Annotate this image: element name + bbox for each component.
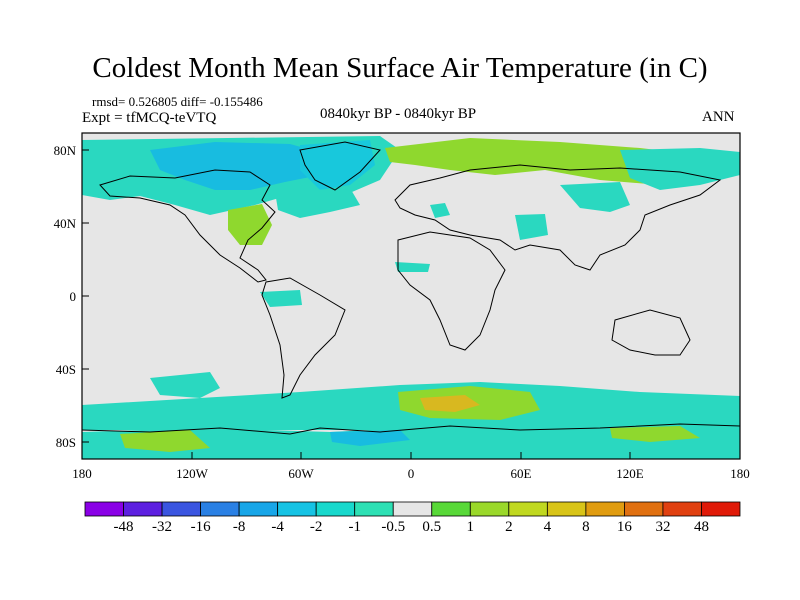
- colorbar-label: -4: [271, 519, 284, 535]
- colorbar-swatch: [161, 501, 201, 517]
- colorbar-label: 32: [655, 519, 671, 535]
- colorbar-label: 16: [616, 519, 632, 535]
- colorbar-swatch: [662, 501, 702, 517]
- lon-tick-label: 120W: [176, 466, 208, 481]
- colorbar-label: 0.5: [422, 519, 442, 535]
- colorbar-swatch: [508, 501, 548, 517]
- colorbar-swatch: [431, 501, 471, 517]
- tropical-atlantic-cyan-field: [395, 262, 430, 272]
- colorbar-swatch: [200, 501, 240, 517]
- lon-tick-label: 180: [72, 466, 92, 481]
- tropical-atlantic2-cyan-field: [260, 290, 302, 307]
- colorbar-label: 4: [543, 519, 552, 535]
- colorbar-label: -48: [113, 519, 134, 535]
- lat-tick-label: 0: [69, 289, 77, 304]
- lon-tick-label: 60E: [510, 466, 532, 481]
- colorbar-swatch: [701, 501, 741, 517]
- antarctic-east-green-field: [610, 426, 700, 442]
- colorbar-swatch: [469, 501, 510, 517]
- coastline-south-america: [261, 277, 346, 399]
- colorbar: [84, 501, 741, 517]
- s-pacific-cyan-field: [150, 372, 220, 398]
- eurasia-green-field: [385, 138, 705, 185]
- anomaly-fields: [82, 136, 740, 459]
- colorbar-swatch: [315, 501, 356, 517]
- colorbar-swatch: [585, 501, 625, 517]
- n-america-green-field: [228, 204, 272, 245]
- coastline-europe-asia: [394, 164, 722, 271]
- stats-label: rmsd= 0.526805 diff= -0.155486: [92, 94, 263, 109]
- coastline-africa: [397, 231, 506, 351]
- antarctic-blue-field: [330, 430, 410, 446]
- greenland-cyan-field: [300, 140, 375, 190]
- lat-tick-label: 40N: [53, 216, 76, 231]
- colorbar-label: 48: [693, 519, 709, 535]
- colorbar-swatch: [238, 501, 279, 517]
- coastlines: [82, 141, 740, 435]
- colorbar-swatch: [84, 501, 124, 517]
- axis-ticks: [81, 149, 741, 459]
- colorbar-swatch: [277, 501, 317, 517]
- antarctic-green-field: [120, 430, 210, 452]
- lon-tick-label: 120E: [616, 466, 644, 481]
- lat-tick-label: 80N: [53, 143, 76, 158]
- canada-arctic-blue-field: [150, 142, 330, 190]
- colorbar-swatch: [392, 501, 433, 517]
- lat-tick-label: 80S: [55, 435, 76, 450]
- lon-tick-label: 60W: [288, 466, 314, 481]
- lon-tick-label: 0: [407, 466, 415, 481]
- period-label: 0840kyr BP - 0840kyr BP: [320, 106, 477, 122]
- map-title: Coldest Month Mean Surface Air Temperatu…: [92, 52, 708, 84]
- lat-tick-label: 40S: [55, 362, 76, 377]
- colorbar-swatch: [123, 501, 163, 517]
- mid-asia-cyan-field: [515, 214, 548, 240]
- southern-ocean-orange-field: [420, 395, 480, 412]
- siberia-cyan-field: [620, 148, 740, 190]
- antarctic-cyan-field: [82, 424, 740, 459]
- coastline-australia: [611, 309, 691, 356]
- north-atlantic-cyan-field: [275, 188, 360, 218]
- coastline-north-america: [99, 169, 276, 283]
- colorbar-label: -8: [232, 519, 246, 535]
- w-europe-cyan-field: [430, 203, 450, 218]
- coastline-antarctica: [82, 423, 740, 435]
- colorbar-label: -2: [309, 519, 323, 535]
- coastline-greenland: [299, 141, 381, 191]
- colorbar-label: -1: [348, 519, 361, 535]
- season-label: ANN: [702, 109, 735, 125]
- colorbar-label: -32: [152, 519, 173, 535]
- colorbar-label: 8: [582, 519, 590, 535]
- nw-pacific-cyan-field: [560, 182, 630, 212]
- colorbar-swatch: [624, 501, 664, 517]
- colorbar-label: -0.5: [381, 519, 406, 535]
- experiment-label: Expt = tfMCQ-teVTQ: [82, 110, 217, 126]
- colorbar-swatch: [546, 501, 587, 517]
- lon-tick-label: 180: [730, 466, 750, 481]
- colorbar-label: -16: [190, 519, 211, 535]
- colorbar-label: 1: [466, 519, 475, 535]
- colorbar-swatch: [354, 501, 394, 517]
- colorbar-label: 2: [505, 519, 513, 535]
